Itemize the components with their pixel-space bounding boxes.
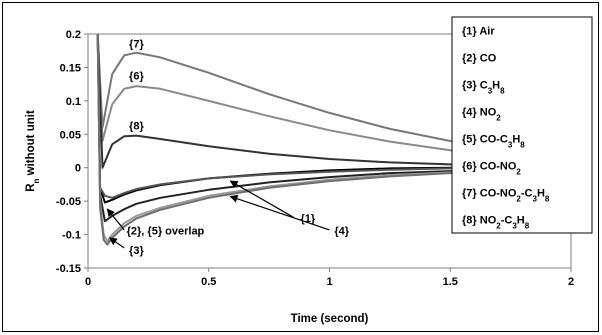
annotation-label: {6} <box>129 70 144 82</box>
annotation-label: {1} <box>301 213 316 225</box>
legend-entry: {5} CO-C3H8 <box>462 134 525 150</box>
x-tick-label: 1 <box>326 276 332 288</box>
annotation-label: {7} <box>129 38 144 50</box>
annotation-label: {8} <box>129 121 144 133</box>
annotation-arrow <box>108 237 125 249</box>
x-tick-label: 1.5 <box>443 276 458 288</box>
series-line <box>96 33 572 157</box>
y-axis-label: Rn without unit <box>25 110 41 192</box>
x-tick-label: 2 <box>568 276 574 288</box>
y-tick-label: 0 <box>75 163 81 175</box>
legend-box <box>451 16 593 234</box>
y-tick-label: -0.1 <box>62 230 81 242</box>
series-line <box>96 33 572 169</box>
annotation-label: {3} <box>129 245 144 257</box>
y-tick-label: 0.1 <box>66 96 81 108</box>
y-tick-label: 0.15 <box>60 62 81 74</box>
legend-entry: {3} C3H8 <box>462 80 505 96</box>
series-line <box>96 33 572 246</box>
annotation-arrow <box>106 208 125 231</box>
annotation-arrow <box>229 194 330 231</box>
annotation-label: {4} <box>334 226 349 238</box>
x-tick-label: 0.5 <box>201 276 216 288</box>
legend-entry: {7} CO-NO2-C3H8 <box>462 188 550 204</box>
y-tick-label: 0.2 <box>66 29 81 41</box>
series-line <box>96 33 572 199</box>
series-line <box>96 33 572 162</box>
x-axis-label: Time (second) <box>291 313 369 325</box>
legend-entry: {6} CO-NO2 <box>462 161 521 177</box>
series-line <box>96 33 572 223</box>
y-tick-label: -0.05 <box>56 196 81 208</box>
legend-entry: {2} CO <box>462 53 497 65</box>
annotation-arrow <box>229 180 294 218</box>
y-tick-label: 0.05 <box>60 129 81 141</box>
x-tick-label: 0 <box>85 276 91 288</box>
y-tick-label: -0.15 <box>56 263 81 275</box>
legend-entry: {4} NO2 <box>462 107 501 123</box>
legend-entry: {8} NO2-C3H8 <box>462 215 530 231</box>
legend-entry: {1} Air <box>462 26 495 38</box>
annotation-label: {2}, {5} overlap <box>127 226 205 238</box>
